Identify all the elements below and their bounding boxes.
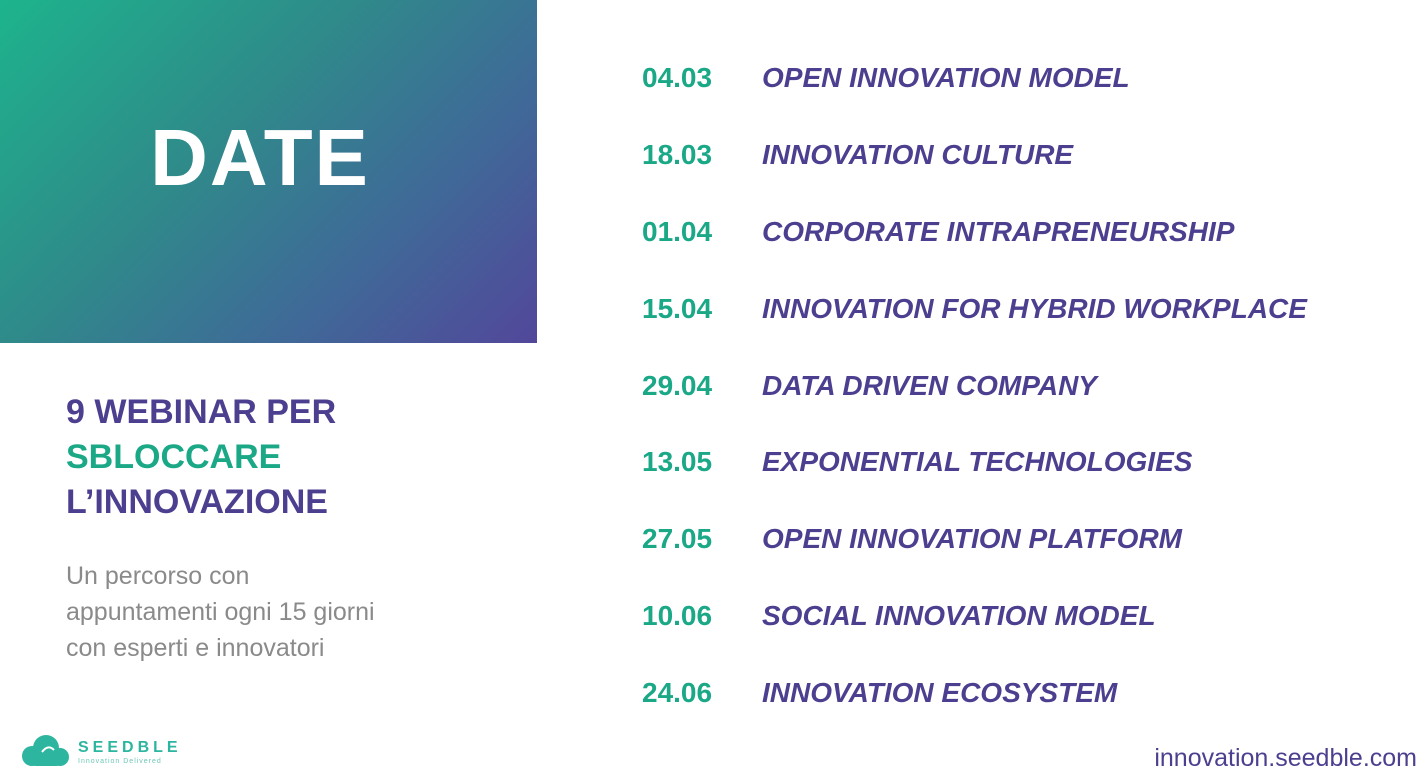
schedule-date: 15.04 — [642, 292, 713, 324]
website-link[interactable]: innovation.seedble.com — [1154, 744, 1417, 772]
schedule-item: 18.03 INNOVATION CULTURE — [642, 117, 1307, 194]
schedule-date: 27.05 — [642, 523, 713, 555]
schedule-topic: OPEN INNOVATION PLATFORM — [762, 523, 1182, 555]
description: Un percorso con appuntamenti ogni 15 gio… — [66, 558, 486, 666]
schedule-item: 29.04 DATA DRIVEN COMPANY — [642, 347, 1307, 424]
schedule-topic: EXPONENTIAL TECHNOLOGIES — [762, 446, 1193, 478]
schedule-item: 04.03 OPEN INNOVATION MODEL — [642, 40, 1307, 117]
hero-banner: DATE — [0, 0, 537, 343]
schedule-item: 24.06 INNOVATION ECOSYSTEM — [642, 654, 1307, 731]
schedule-date: 10.06 — [642, 599, 713, 631]
schedule-topic: OPEN INNOVATION MODEL — [762, 62, 1130, 94]
schedule-date: 04.03 — [642, 62, 713, 94]
cloud-logo-icon — [18, 732, 72, 772]
headline-line-2: SBLOCCARE — [66, 438, 282, 476]
webinar-schedule: 04.03 OPEN INNOVATION MODEL 18.03 INNOVA… — [642, 40, 1307, 731]
schedule-item: 01.04 CORPORATE INTRAPRENEURSHIP — [642, 194, 1307, 271]
schedule-date: 18.03 — [642, 139, 713, 171]
schedule-item: 15.04 INNOVATION FOR HYBRID WORKPLACE — [642, 270, 1307, 347]
schedule-item: 10.06 SOCIAL INNOVATION MODEL — [642, 578, 1307, 655]
description-line-3: con esperti e innovatori — [66, 634, 325, 662]
schedule-topic: INNOVATION ECOSYSTEM — [762, 676, 1118, 708]
headline: 9 WEBINAR PER SBLOCCARE L’INNOVAZIONE — [66, 390, 336, 525]
schedule-topic: CORPORATE INTRAPRENEURSHIP — [762, 215, 1235, 247]
schedule-topic: INNOVATION CULTURE — [762, 139, 1074, 171]
hero-title: DATE — [150, 113, 370, 202]
schedule-date: 13.05 — [642, 446, 713, 478]
brand-tagline: Innovation Delivered — [78, 757, 162, 765]
schedule-item: 27.05 OPEN INNOVATION PLATFORM — [642, 501, 1307, 578]
schedule-item: 13.05 EXPONENTIAL TECHNOLOGIES — [642, 424, 1307, 501]
schedule-topic: DATA DRIVEN COMPANY — [762, 369, 1097, 401]
schedule-date: 29.04 — [642, 369, 713, 401]
headline-line-3: L’INNOVAZIONE — [66, 483, 328, 521]
schedule-date: 24.06 — [642, 676, 713, 708]
schedule-topic: SOCIAL INNOVATION MODEL — [762, 599, 1156, 631]
description-line-1: Un percorso con — [66, 562, 250, 590]
brand-logo: SEEDBLE Innovation Delivered — [18, 732, 182, 772]
schedule-date: 01.04 — [642, 215, 713, 247]
headline-line-1: 9 WEBINAR PER — [66, 393, 337, 431]
schedule-topic: INNOVATION FOR HYBRID WORKPLACE — [762, 292, 1307, 324]
brand-name: SEEDBLE — [78, 738, 182, 756]
description-line-2: appuntamenti ogni 15 giorni — [66, 598, 375, 626]
